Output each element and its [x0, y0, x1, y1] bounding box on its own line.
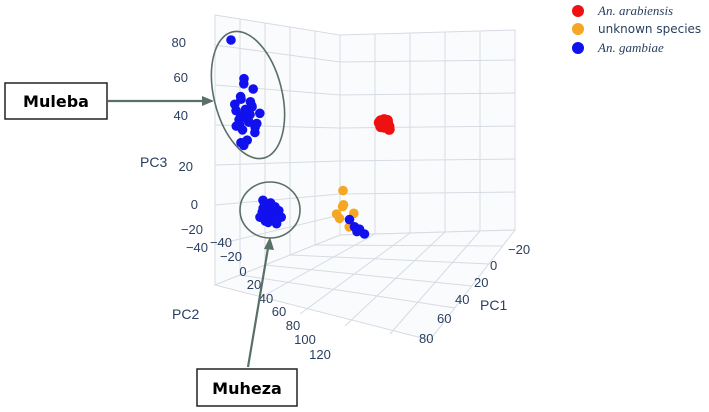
pc3-tick-4: 40	[174, 108, 188, 123]
point-an-gambiae-26	[250, 127, 260, 138]
legend-marker-gambiae	[572, 42, 584, 54]
pc1-tick-4: 60	[437, 311, 451, 326]
pc1-tick-3: 40	[455, 292, 469, 307]
legend-marker-arabiensis	[572, 5, 584, 17]
callout-arrows	[108, 96, 274, 368]
pc2-tick-8: 120	[309, 347, 331, 362]
legend: An. arabiensis unknown species An. gambi…	[572, 3, 701, 55]
pc2-axis-title: PC2	[172, 306, 199, 322]
pc1-tick-0: −20	[508, 242, 530, 257]
point-an-gambiae-54	[359, 229, 370, 239]
pc2-tick-7: 100	[294, 332, 316, 347]
pc3-tick-1: −20	[181, 222, 203, 237]
muleba-label: Muleba	[23, 92, 89, 111]
point-an-gambiae-29	[239, 140, 249, 151]
pc3-tick-5: 60	[174, 70, 188, 85]
point-an-arabiensis-23	[379, 121, 391, 133]
pc3-tick-6: 80	[172, 35, 186, 50]
pc2-tick-5: 60	[272, 304, 286, 319]
point-unknown-species-5	[334, 213, 345, 224]
point-an-gambiae-3	[248, 84, 258, 94]
pc1-tick-1: 0	[490, 258, 497, 273]
point-an-gambiae-0	[226, 35, 236, 45]
pc2-tick-4: 40	[259, 291, 273, 306]
legend-marker-unknown	[572, 23, 584, 35]
back-wall-grid	[213, 14, 517, 341]
point-unknown-species-2	[337, 201, 348, 212]
legend-label-unknown: unknown species	[598, 22, 701, 36]
muleba-callout: Muleba	[4, 82, 108, 120]
point-an-gambiae-25	[237, 125, 248, 135]
legend-label-arabiensis: An. arabiensis	[597, 3, 673, 18]
legend-label-gambiae: An. gambiae	[597, 40, 664, 55]
point-an-gambiae-50	[344, 214, 355, 225]
pc3-tick-labels: −40 −20 0 20 40 60 80	[172, 35, 208, 255]
muheza-callout: Muheza	[196, 368, 298, 407]
scatter-points	[226, 35, 395, 239]
pc3-tick-3: 20	[179, 159, 193, 174]
pc2-tick-1: −20	[220, 249, 242, 264]
pc2-tick-0: −40	[210, 235, 232, 250]
point-an-gambiae-53	[352, 226, 362, 237]
pc1-tick-labels: −20 020 40 60 80	[419, 242, 530, 346]
point-an-gambiae-13	[254, 108, 265, 119]
pc3-axis-title: PC3	[140, 154, 167, 170]
pc2-tick-6: 80	[286, 318, 300, 333]
point-an-gambiae-48	[263, 217, 274, 228]
pc1-tick-2: 20	[474, 275, 488, 290]
pc3-tick-0: −40	[186, 240, 208, 255]
pc1-tick-5: 80	[419, 331, 433, 346]
pc2-tick-2: 0	[239, 264, 246, 279]
muleba-cluster-ellipse	[210, 30, 286, 160]
point-an-gambiae-2	[239, 79, 249, 89]
pc3-tick-2: 0	[191, 197, 198, 212]
point-an-gambiae-49	[271, 218, 282, 229]
pc1-axis-title: PC1	[480, 297, 507, 313]
point-unknown-species-0	[338, 185, 348, 196]
muheza-label: Muheza	[212, 379, 282, 398]
pc2-tick-3: 20	[247, 277, 261, 292]
